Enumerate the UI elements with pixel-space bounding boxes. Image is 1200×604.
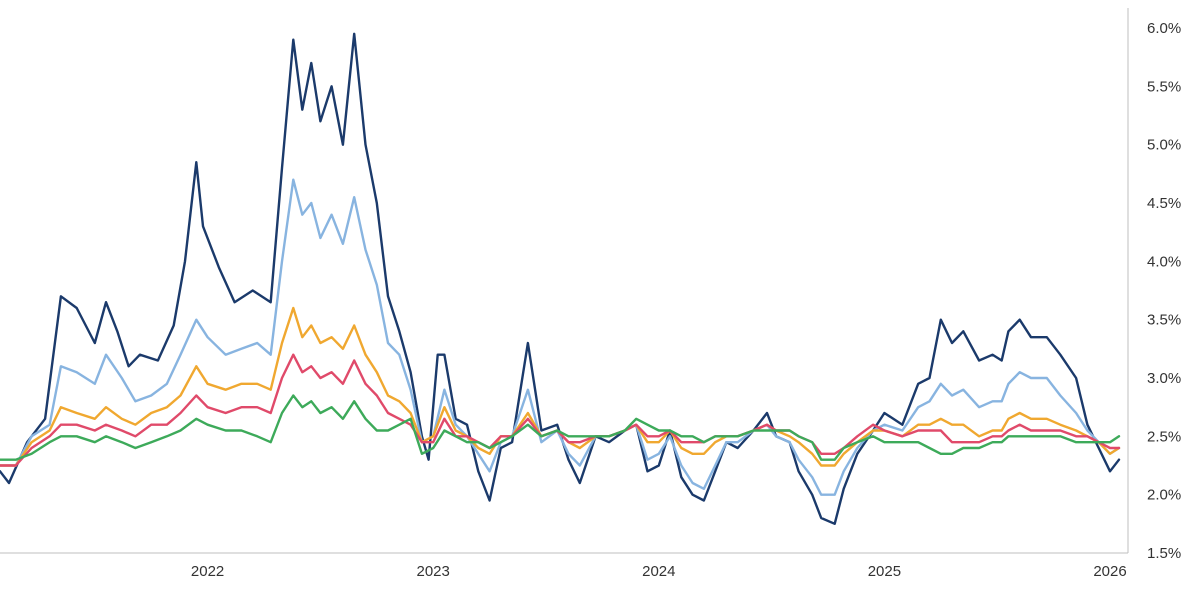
y-tick-label: 4.5%: [1147, 195, 1181, 212]
y-tick-label: 1.5%: [1147, 545, 1181, 562]
series-line-2: [0, 178, 1121, 496]
x-axis-ticks: 2022 2023 2024 2025 2026: [191, 563, 1127, 580]
y-tick-label: 5.0%: [1147, 137, 1181, 154]
series-line-1: [0, 32, 1121, 525]
series-line-5: [0, 394, 1121, 461]
x-tick-label: 2023: [417, 563, 450, 580]
y-tick-label: 6.0%: [1147, 20, 1181, 37]
y-axis-ticks: 1.5% 2.0% 2.5% 3.0% 3.5% 4.0% 4.5% 5.0% 5.5% 6.0%: [1147, 20, 1181, 562]
series-line-3: [0, 306, 1121, 467]
y-tick-label: 2.0%: [1147, 487, 1181, 504]
series-line-4: [0, 353, 1121, 467]
y-tick-label: 2.5%: [1147, 428, 1181, 445]
x-tick-label: 2025: [868, 563, 901, 580]
x-tick-label: 2024: [642, 563, 675, 580]
y-tick-label: 3.0%: [1147, 370, 1181, 387]
x-tick-label: 2022: [191, 563, 224, 580]
y-tick-label: 3.5%: [1147, 312, 1181, 329]
x-tick-label: 2026: [1093, 563, 1126, 580]
y-tick-label: 4.0%: [1147, 253, 1181, 270]
y-tick-label: 5.5%: [1147, 78, 1181, 95]
series-group: [0, 32, 1121, 525]
